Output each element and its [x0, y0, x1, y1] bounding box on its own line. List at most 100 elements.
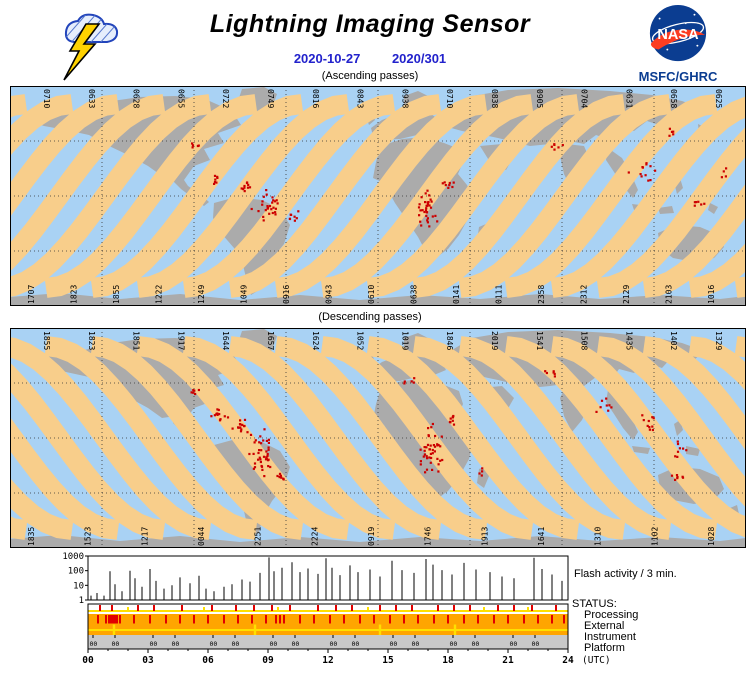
orbit-time-label-top: 0710 [42, 89, 51, 108]
orbit-time-label-bottom: 1523 [84, 527, 93, 546]
flash-spikes [90, 557, 563, 600]
orbit-time-label-top: 0655 [176, 89, 185, 108]
time-axis [87, 649, 569, 653]
orbit-time-label-bottom: 1249 [197, 285, 206, 304]
external-marks [97, 615, 565, 624]
y-tick-label: 10 [73, 581, 84, 591]
lightning-dots [191, 127, 728, 228]
orbit-time-label-top: 1508 [580, 331, 589, 350]
platform-tick-label: 00 [210, 640, 218, 648]
orbit-time-label-top: 0631 [624, 89, 633, 108]
orbit-time-label-top: 0749 [266, 89, 275, 108]
orbit-time-label-bottom: 1913 [480, 527, 489, 546]
orbit-time-label-top: 1851 [132, 331, 141, 350]
orbit-time-label-bottom: 1855 [112, 285, 121, 304]
orbit-time-label-bottom: 2129 [622, 285, 631, 304]
orbit-time-label-top: 1435 [624, 331, 633, 350]
status-label: STATUS: [572, 598, 617, 610]
orbit-time-label-bottom: 1641 [537, 527, 546, 546]
instrument-midline [88, 629, 568, 631]
orbit-time-label-bottom: 0141 [452, 285, 461, 304]
orbit-time-labels: 0710 0633 0628 0655 0722 0749 0816 0843 0938 0710… [27, 89, 723, 304]
nasa-logo: NASA MSFC/GHRC [626, 4, 730, 88]
y-tick-label: 100 [68, 567, 84, 577]
graticule [10, 328, 746, 548]
map-desc-svg: 1855 1823 1851 1917 1644 1657 1624 1052 1019 1846… [0, 328, 756, 548]
orbit-time-labels: 1855 1823 1851 1917 1644 1657 1624 1052 1019 1846… [27, 331, 723, 546]
orbit-time-label-top: 0838 [490, 89, 499, 108]
storm-icon-svg [63, 13, 119, 81]
orbit-time-label-top: 1329 [714, 331, 723, 350]
orbit-time-label-top: 0633 [87, 89, 96, 108]
flash-y-axis: 1000 100 10 1 [62, 552, 88, 606]
hour-tick-label: 03 [142, 655, 154, 666]
platform-tick-label: 00 [412, 640, 420, 648]
orbit-time-label-top: 0843 [356, 89, 365, 108]
orbit-time-label-bottom: 1746 [424, 527, 433, 546]
utc-unit-label: (UTC) [582, 655, 611, 666]
y-tick-label: 1 [79, 596, 84, 606]
orbit-time-label-bottom: 2312 [580, 285, 589, 304]
ascending-pass-map: 0710 0633 0628 0655 0722 0749 0816 0843 0938 0710… [0, 86, 756, 306]
orbit-time-label-top: 0658 [669, 89, 678, 108]
graticule [10, 86, 746, 306]
msfc-ghrc-label: MSFC/GHRC [638, 69, 718, 84]
status-row-label-processing: Processing [584, 609, 639, 621]
platform-tick-label: 00 [330, 640, 338, 648]
platform-tick-label: 00 [172, 640, 180, 648]
orbit-time-label-bottom: 0044 [197, 527, 206, 546]
status-row-label-instrument: Instrument [584, 631, 636, 643]
status-row-label-external: External [584, 620, 625, 632]
orbit-time-label-bottom: 1028 [707, 527, 716, 546]
map-asc-svg: 0710 0633 0628 0655 0722 0749 0816 0843 0938 0710… [0, 86, 756, 306]
hour-tick-label: 09 [262, 655, 274, 666]
descending-passes-caption: (Descending passes) [318, 311, 422, 323]
platform-tick-label: 00 [232, 640, 240, 648]
orbit-time-label-top: 0628 [132, 89, 141, 108]
platform-tick-label: 00 [270, 640, 278, 648]
orbit-time-label-bottom: 0111 [495, 285, 504, 304]
hour-tick-label: 15 [382, 655, 394, 666]
platform-tick-label: 00 [510, 640, 518, 648]
lightning-dots [190, 370, 688, 481]
hour-tick-label: 24 [562, 655, 574, 666]
platform-tick-label: 00 [150, 640, 158, 648]
platform-tick-label: 00 [450, 640, 458, 648]
orbit-time-label-top: 2019 [490, 331, 499, 350]
orbit-time-label-top: 0905 [535, 89, 544, 108]
flash-plot-frame [87, 555, 569, 601]
processing-yellow-marks [127, 607, 529, 612]
orbit-time-label-top: 1846 [445, 331, 454, 350]
orbit-time-label-bottom: 2224 [310, 527, 319, 546]
orbit-time-label-top: 1657 [266, 331, 275, 350]
orbit-time-label-bottom: 1016 [707, 285, 716, 304]
orbit-time-label-bottom: 1823 [70, 285, 79, 304]
nasa-meatball-icon: NASA [649, 4, 707, 62]
orbit-time-label-bottom: 0638 [410, 285, 419, 304]
orbit-time-label-top: 1019 [400, 331, 409, 350]
platform-tick-label: 00 [112, 640, 120, 648]
orbit-time-label-bottom: 1102 [650, 527, 659, 546]
orbit-time-label-top: 0722 [221, 89, 230, 108]
storm-cloud-lightning-icon [50, 4, 124, 82]
orbit-time-label-top: 1402 [669, 331, 678, 350]
hour-labels: 00 03 06 09 12 15 18 21 24 [82, 655, 574, 666]
flash-activity-label: Flash activity / 3 min. [574, 568, 677, 580]
orbit-time-label-top: 1052 [356, 331, 365, 350]
observation-date: 2020-10-27 [293, 51, 361, 66]
orbit-time-label-bottom: 1049 [240, 285, 249, 304]
day-of-year: 2020/301 [391, 51, 447, 66]
orbit-time-label-bottom: 2358 [537, 285, 546, 304]
orbit-time-label-bottom: 2251 [254, 527, 263, 546]
platform-tick-label: 00 [90, 640, 98, 648]
orbit-time-label-bottom: 2103 [665, 285, 674, 304]
map-border [10, 328, 746, 548]
orbit-time-label-top: 0938 [400, 89, 409, 108]
hour-tick-label: 06 [202, 655, 214, 666]
processing-baseline [88, 610, 568, 612]
platform-tick-label: 00 [532, 640, 540, 648]
orbit-time-label-top: 0816 [311, 89, 320, 108]
orbit-time-label-top: 0710 [445, 89, 454, 108]
